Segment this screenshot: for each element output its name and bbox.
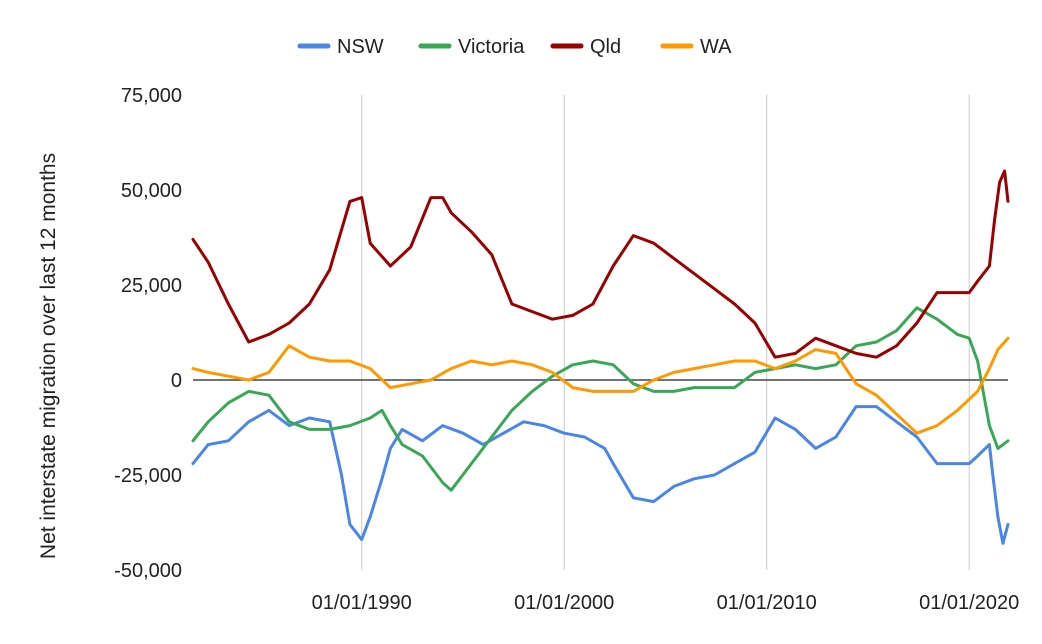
- y-tick-label: 25,000: [121, 275, 182, 297]
- series-line-qld: [191, 169, 1010, 359]
- series-line-victoria: [191, 306, 1010, 492]
- y-tick-label: -25,000: [114, 465, 182, 487]
- y-tick-label: 0: [171, 370, 182, 392]
- legend-label-wa: WA: [700, 36, 732, 58]
- series-line-nsw: [191, 405, 1010, 545]
- y-axis-tick-labels: 75,000 50,000 25,000 0 -25,000 -50,000: [114, 85, 182, 582]
- x-tick-label: 01/01/2010: [717, 592, 817, 614]
- legend-label-qld: Qld: [590, 36, 621, 58]
- y-tick-label: 50,000: [121, 180, 182, 202]
- series-line-wa: [191, 336, 1010, 435]
- y-tick-label: 75,000: [121, 85, 182, 107]
- x-axis-tick-labels: 01/01/1990 01/01/2000 01/01/2010 01/01/2020: [312, 592, 1020, 614]
- vertical-gridlines: [361, 95, 970, 570]
- legend-label-victoria: Victoria: [458, 36, 525, 58]
- y-tick-label: -50,000: [114, 560, 182, 582]
- legend-label-nsw: NSW: [337, 36, 384, 58]
- legend: NSW Victoria Qld WA: [297, 36, 732, 58]
- x-tick-label: 01/01/2000: [514, 592, 614, 614]
- x-tick-label: 01/01/2020: [919, 592, 1019, 614]
- series-lines: [191, 169, 1010, 545]
- x-tick-label: 01/01/1990: [312, 592, 412, 614]
- y-axis-title: Net interstate migration over last 12 mo…: [37, 153, 60, 559]
